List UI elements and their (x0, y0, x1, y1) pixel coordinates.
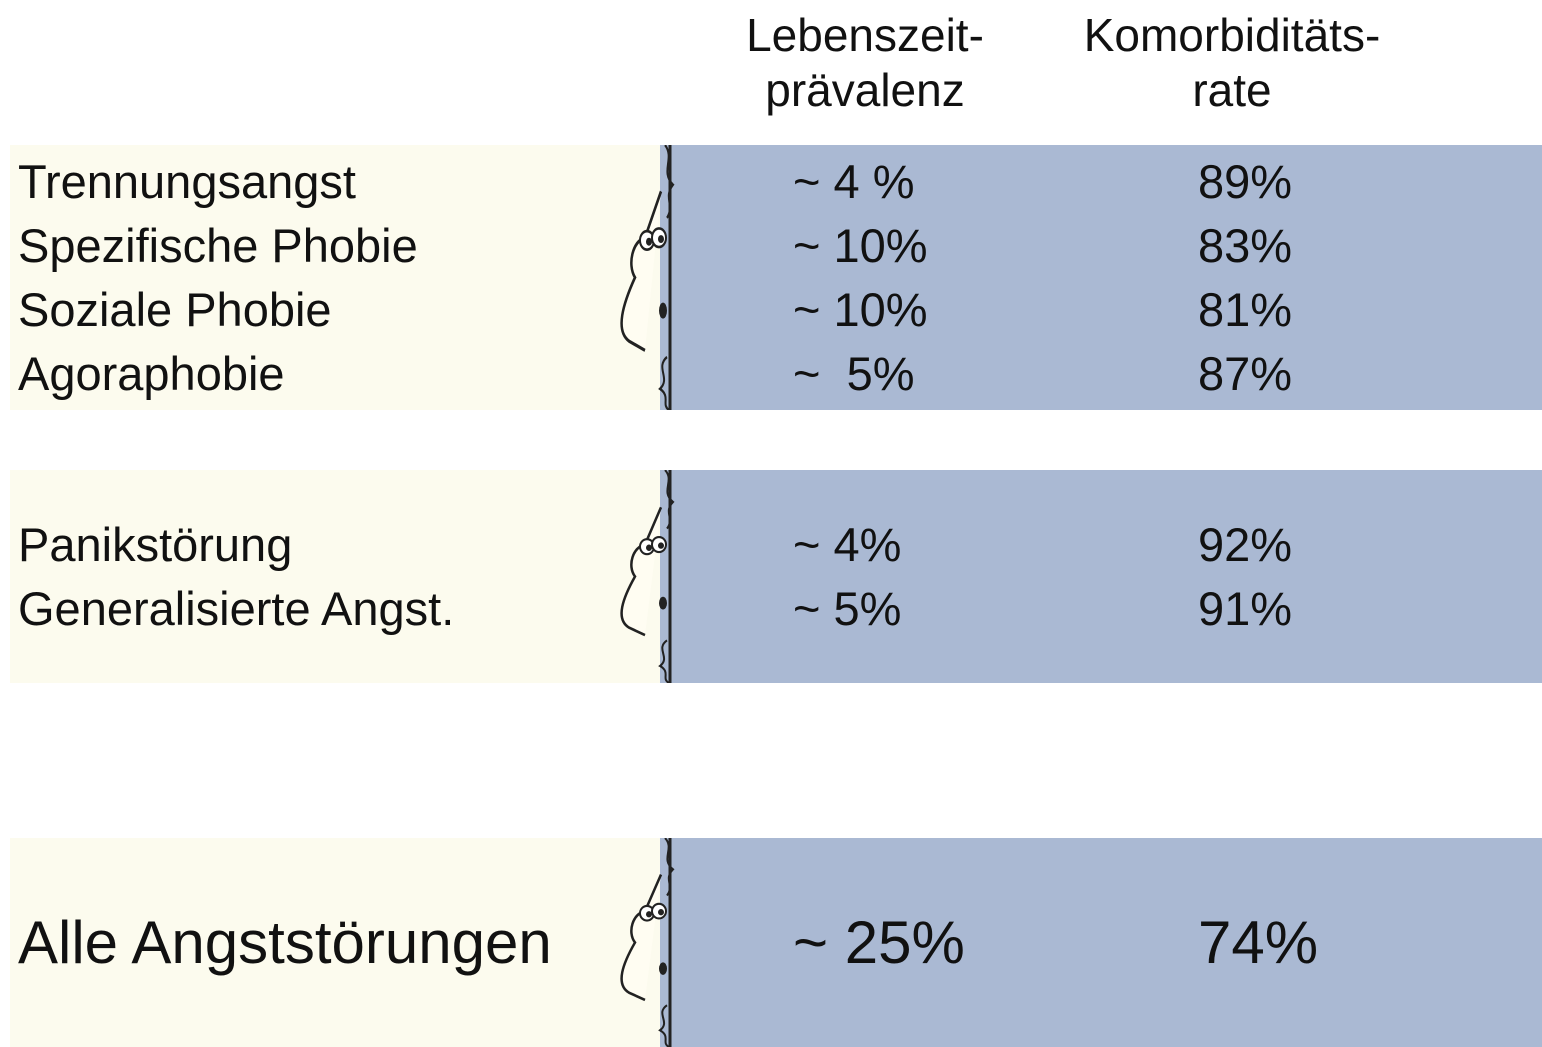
comorbidity-cell: 92% (1198, 517, 1293, 571)
prevalence-cell: ~ 4 % (793, 154, 915, 208)
prevalence-cell: ~ 5% (793, 581, 902, 635)
row-label: Trennungsangst (18, 154, 356, 208)
prevalence-cell: ~ 5% (793, 346, 915, 400)
comorbidity-cell: 87% (1198, 346, 1293, 400)
group: Panikstörung ~ 4% 92% Generalisierte Angst.… (10, 470, 1542, 683)
row-label: Alle Angststörungen (18, 908, 552, 976)
table-row: Alle Angststörungen ~ 25% 74% (10, 908, 1542, 976)
peeking-face (620, 145, 675, 410)
comorbidity-cell: 89% (1198, 154, 1293, 208)
peeking-face (620, 838, 675, 1047)
table-row: Trennungsangst ~ 4 % 89% (10, 150, 1542, 214)
table-row: Agoraphobie ~ 5% 87% (10, 342, 1542, 406)
group: Alle Angststörungen ~ 25% 74% (10, 838, 1542, 1047)
table-row: Panikstörung ~ 4% 92% (10, 513, 1542, 577)
row-label: Soziale Phobie (18, 282, 332, 336)
table-row: Spezifische Phobie ~ 10% 83% (10, 214, 1542, 278)
column-header: Lebenszeit-prävalenz (685, 8, 1045, 118)
comorbidity-cell: 91% (1198, 581, 1293, 635)
header-line: prävalenz (765, 64, 965, 116)
table-row: Generalisierte Angst. ~ 5% 91% (10, 577, 1542, 641)
group: Trennungsangst ~ 4 % 89% Spezifische Phobie… (10, 145, 1542, 410)
header-line: Komorbiditäts- (1083, 9, 1381, 61)
prevalence-cell: ~ 4% (793, 517, 902, 571)
row-label: Spezifische Phobie (18, 218, 418, 272)
column-header: Komorbiditäts-rate (1052, 8, 1412, 118)
header-line: rate (1192, 64, 1272, 116)
prevalence-cell: ~ 10% (793, 218, 928, 272)
comorbidity-cell: 81% (1198, 282, 1293, 336)
comorbidity-cell: 74% (1198, 908, 1319, 976)
comorbidity-cell: 83% (1198, 218, 1293, 272)
row-label: Panikstörung (18, 517, 293, 571)
table-row: Soziale Phobie ~ 10% 81% (10, 278, 1542, 342)
header-line: Lebenszeit- (746, 9, 984, 61)
row-label: Generalisierte Angst. (18, 581, 455, 635)
row-label: Agoraphobie (18, 346, 285, 400)
prevalence-cell: ~ 25% (793, 908, 965, 976)
peeking-face (620, 470, 675, 683)
prevalence-cell: ~ 10% (793, 282, 928, 336)
